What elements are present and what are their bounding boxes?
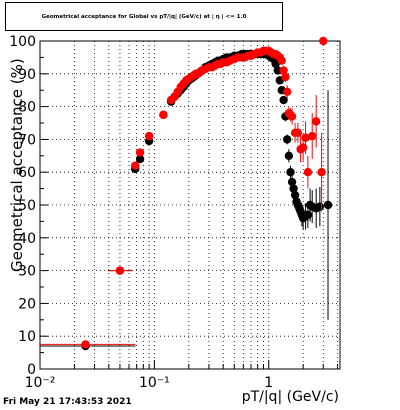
y-tick-label: 80 bbox=[18, 100, 36, 116]
data-point bbox=[289, 184, 298, 193]
y-tick-label: 40 bbox=[18, 231, 36, 247]
x-tick-label: 10⁻¹ bbox=[139, 375, 170, 391]
data-point bbox=[323, 200, 333, 210]
y-tick-label: 30 bbox=[18, 264, 36, 280]
y-tick-label: 0 bbox=[27, 362, 36, 378]
y-tick-label: 50 bbox=[18, 198, 36, 214]
data-point bbox=[303, 210, 313, 220]
data-point bbox=[315, 202, 325, 211]
data-point bbox=[286, 168, 295, 177]
data-point bbox=[287, 177, 297, 187]
data-point bbox=[279, 95, 288, 105]
data-point bbox=[281, 72, 290, 82]
series-1 bbox=[40, 36, 328, 349]
data-point bbox=[287, 112, 297, 121]
data-point bbox=[277, 56, 286, 65]
data-point bbox=[159, 110, 168, 120]
data-point bbox=[311, 117, 321, 126]
data-point bbox=[317, 168, 326, 177]
timestamp-footer: Fri May 21 17:43:53 2021 bbox=[3, 397, 132, 407]
y-tick-label: 70 bbox=[18, 132, 36, 148]
data-point bbox=[290, 190, 300, 200]
data-point bbox=[81, 340, 90, 349]
data-point bbox=[308, 131, 317, 141]
y-tick-label: 90 bbox=[18, 67, 36, 83]
x-tick-label: 1 bbox=[264, 375, 273, 391]
title-box: Geometrical acceptance for Global vs pT/… bbox=[5, 2, 283, 31]
data-point bbox=[144, 131, 154, 141]
y-tick-label: 100 bbox=[9, 34, 36, 50]
chart-title: Geometrical acceptance for Global vs pT/… bbox=[41, 13, 247, 20]
data-point bbox=[282, 135, 292, 144]
y-tick-label: 60 bbox=[18, 165, 36, 181]
data-point bbox=[282, 87, 292, 97]
data-point bbox=[301, 133, 310, 142]
data-point bbox=[298, 143, 308, 152]
y-tick-label: 20 bbox=[18, 296, 36, 312]
data-point bbox=[319, 36, 328, 46]
data-point bbox=[284, 151, 294, 160]
data-point bbox=[303, 168, 313, 177]
data-point bbox=[135, 148, 145, 157]
data-point bbox=[273, 66, 282, 75]
tick-layer: 0 10 20 30 40 50 60 70 80 90 100 10⁻² 10⁻¹ 1 bbox=[9, 34, 339, 391]
x-tick-label: 10⁻² bbox=[25, 375, 56, 391]
data-point bbox=[135, 154, 145, 164]
data-point bbox=[131, 161, 140, 170]
y-tick-label: 10 bbox=[18, 329, 36, 345]
x-axis-title: pT/|q| (GeV/c) bbox=[242, 389, 339, 405]
data-point bbox=[115, 266, 125, 275]
y-axis-title: Geometrical acceptance (%) bbox=[8, 58, 26, 272]
series-layer bbox=[40, 36, 333, 351]
data-point bbox=[293, 128, 303, 138]
